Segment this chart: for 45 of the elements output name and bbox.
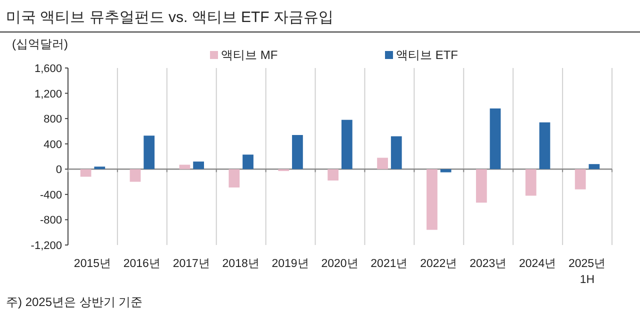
bar (193, 162, 204, 170)
x-tick-label: 2018년 (222, 258, 260, 270)
bar (144, 136, 155, 170)
x-tick-label: 2021년 (370, 258, 408, 270)
bar (377, 158, 388, 170)
bar (525, 169, 536, 196)
x-tick-label: 2025년 1H (568, 258, 606, 286)
y-tick-label: 1,600 (34, 63, 62, 75)
bar (426, 169, 438, 230)
bar (179, 164, 190, 170)
bar (130, 169, 141, 182)
bar (574, 169, 586, 190)
bar (228, 169, 240, 188)
y-tick-label: -1,200 (30, 240, 62, 252)
text: 주) 2025년은 상반기 기준 (6, 295, 143, 309)
y-tick-label: -400 (40, 189, 62, 202)
chart-title: 미국 액티브 뮤추얼펀드 vs. 액티브 ETF 자금유입 (6, 9, 334, 26)
y-tick-label: 800 (44, 114, 62, 126)
x-tick-label: 2019년 (272, 258, 310, 270)
bar (242, 154, 254, 170)
bar (80, 169, 92, 177)
bar (341, 120, 352, 170)
bar (440, 169, 452, 172)
y-tick-label: 400 (44, 138, 62, 151)
x-tick-label: 2024년 (519, 258, 557, 270)
bar (292, 135, 303, 170)
bar (390, 136, 402, 170)
x-tick-label: 2022년 (420, 258, 458, 270)
x-tick-label: 2016년 (123, 258, 161, 270)
bar (328, 169, 339, 181)
y-tick-label: 0 (56, 164, 62, 176)
y-tick-label: 1,200 (34, 88, 62, 100)
bar (490, 108, 501, 170)
legend-label: 액티브 MF (221, 48, 278, 62)
x-tick-label: 2023년 (470, 258, 508, 270)
bar (588, 164, 600, 170)
x-tick-label: 2020년 (321, 258, 359, 270)
x-tick-label: 2015년 (74, 258, 112, 270)
bar (539, 122, 550, 170)
y-axis-title: (십억달러) (12, 37, 68, 51)
bar (476, 169, 487, 203)
legend-label: 액티브 ETF (396, 48, 458, 62)
bar (94, 166, 106, 170)
x-tick-label: 2017년 (172, 258, 210, 270)
y-tick-label: -800 (40, 214, 62, 227)
